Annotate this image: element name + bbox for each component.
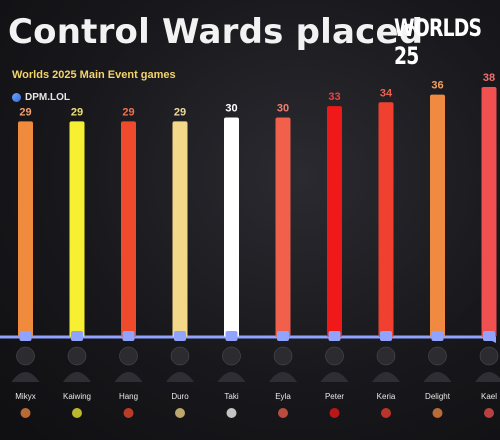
source-credit: DPM.LOL xyxy=(12,92,70,103)
player-shoulders xyxy=(423,372,452,382)
player-avatar xyxy=(16,346,35,366)
player-shoulders xyxy=(11,372,40,382)
player-name: Kael xyxy=(481,392,497,401)
source-label: DPM.LOL xyxy=(25,92,70,103)
player-name: Mikyx xyxy=(15,392,35,401)
team-logo-icon xyxy=(123,408,134,418)
value-label: 36 xyxy=(431,80,443,92)
value-label: 29 xyxy=(19,106,31,118)
player-name: Peter xyxy=(325,392,344,401)
player-shoulders xyxy=(63,372,91,382)
player-avatar xyxy=(376,346,396,366)
baseline-marker xyxy=(174,331,186,341)
player-shoulders xyxy=(166,372,194,382)
player-shoulders xyxy=(114,372,143,382)
team-logo-icon xyxy=(226,408,237,418)
bar-kael xyxy=(481,87,497,337)
player-avatar xyxy=(119,346,138,366)
team-logo-icon xyxy=(20,408,31,418)
value-label: 29 xyxy=(71,106,83,118)
team-logo-icon xyxy=(381,408,391,418)
baseline-marker xyxy=(122,331,135,341)
player-avatar xyxy=(479,346,499,366)
team-logo-icon xyxy=(329,408,340,418)
value-label: 29 xyxy=(174,106,186,118)
baseline-marker xyxy=(277,331,289,341)
player-avatar xyxy=(273,346,293,366)
baseline-marker xyxy=(328,331,341,341)
player-shoulders xyxy=(269,372,297,382)
team-logo-icon xyxy=(72,408,82,418)
player-name: Taki xyxy=(224,392,238,401)
value-label: 33 xyxy=(328,91,340,103)
player-name: Delight xyxy=(425,392,451,401)
value-label: 38 xyxy=(483,72,495,84)
value-label: 30 xyxy=(277,103,289,115)
value-label: 30 xyxy=(225,103,237,115)
baseline-marker xyxy=(225,331,238,341)
dpm-logo-icon xyxy=(12,93,21,102)
bar-peter xyxy=(327,106,342,337)
player-avatar xyxy=(428,346,447,366)
player-avatar xyxy=(325,346,344,366)
player-name: Duro xyxy=(171,392,189,401)
bar-mikyx xyxy=(18,121,33,337)
bar-eyla xyxy=(275,117,291,338)
player-name: Kaiwing xyxy=(63,392,91,401)
player-avatar xyxy=(222,346,241,366)
bar-kaiwing xyxy=(69,121,85,337)
team-logo-icon xyxy=(175,408,185,418)
baseline-marker xyxy=(380,331,392,341)
bar-keria xyxy=(378,102,394,338)
chart-title: Control Wards placed xyxy=(8,12,424,52)
team-logo-icon xyxy=(484,408,494,418)
baseline-marker xyxy=(71,331,83,341)
player-shoulders xyxy=(320,372,349,382)
player-name: Hang xyxy=(119,392,138,401)
baseline-marker xyxy=(483,331,495,341)
bar-delight xyxy=(430,94,445,337)
bar-hang xyxy=(121,121,136,337)
player-name: Eyla xyxy=(275,392,291,401)
player-shoulders xyxy=(217,372,246,382)
chart-subtitle: Worlds 2025 Main Event games xyxy=(12,69,176,81)
bar-duro xyxy=(172,121,188,337)
value-label: 29 xyxy=(122,106,134,118)
player-shoulders xyxy=(372,372,400,382)
team-logo-icon xyxy=(432,408,443,418)
worlds-logo: WORLDS 25 xyxy=(394,14,482,70)
player-shoulders xyxy=(475,372,500,382)
worlds-logo-text: WORLDS 25 xyxy=(394,14,482,70)
value-label: 34 xyxy=(380,87,393,99)
team-logo-icon xyxy=(278,408,288,418)
player-name: Keria xyxy=(377,392,396,401)
bar-taki xyxy=(224,117,239,338)
baseline-marker xyxy=(19,331,32,341)
player-avatar xyxy=(170,346,190,366)
baseline-marker xyxy=(431,331,444,341)
player-avatar xyxy=(67,346,87,366)
